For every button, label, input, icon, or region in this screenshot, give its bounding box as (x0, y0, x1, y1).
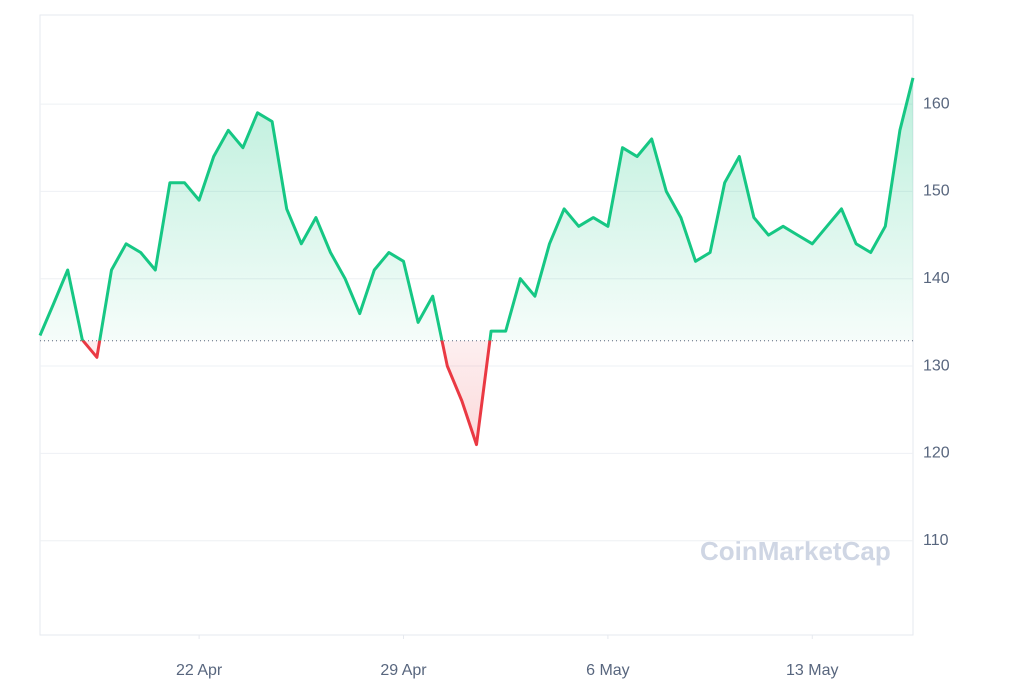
price-line (38, 77, 915, 447)
y-tick-label: 130 (923, 357, 950, 374)
x-tick-label: 13 May (786, 662, 838, 679)
x-tick-label: 29 Apr (380, 662, 427, 679)
y-tick-label: 160 (923, 95, 950, 112)
y-tick-label: 120 (923, 445, 950, 462)
y-tick-label: 140 (923, 270, 950, 287)
x-tick-label: 6 May (586, 662, 630, 679)
area-fill (40, 77, 913, 445)
y-tick-label: 150 (923, 183, 950, 200)
y-tick-label: 110 (923, 532, 949, 549)
x-tick-label: 22 Apr (176, 662, 223, 679)
